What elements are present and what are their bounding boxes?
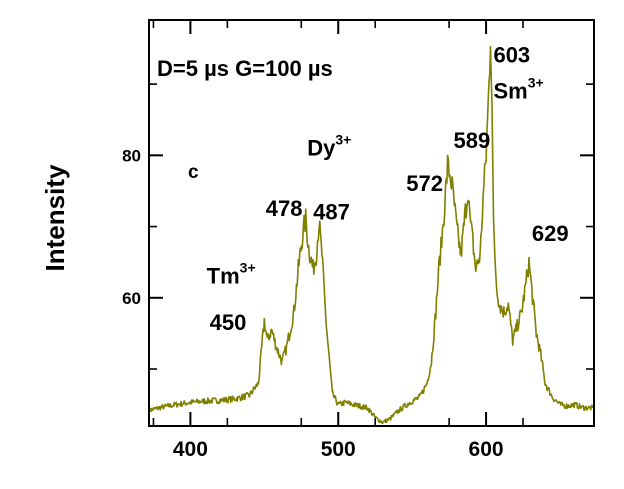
panel-label: c xyxy=(188,162,199,183)
peak-annotation: Dy3+ xyxy=(307,131,351,160)
peak-annotation: Tm3+ xyxy=(207,260,256,289)
peak-annotation: 478 xyxy=(266,196,303,221)
y-tick-label: 60 xyxy=(122,289,141,308)
condition-label: D=5 µs G=100 µs xyxy=(157,56,333,81)
plot-frame xyxy=(148,19,595,427)
peak-annotation: Sm3+ xyxy=(493,74,543,103)
y-tick-label: 80 xyxy=(122,146,141,165)
x-tick-label: 600 xyxy=(469,438,504,461)
y-axis-label: Intensity xyxy=(40,164,70,271)
peak-annotation: 487 xyxy=(313,199,350,224)
peak-annotation: 450 xyxy=(210,310,247,335)
spectrum-line xyxy=(148,45,595,425)
x-tick-label: 500 xyxy=(321,438,356,461)
peak-annotation: 572 xyxy=(406,171,443,196)
peak-annotation: 603 xyxy=(493,43,530,68)
peak-annotation: 629 xyxy=(532,221,569,246)
peak-annotation: 589 xyxy=(454,128,491,153)
x-tick-label: 400 xyxy=(173,438,208,461)
